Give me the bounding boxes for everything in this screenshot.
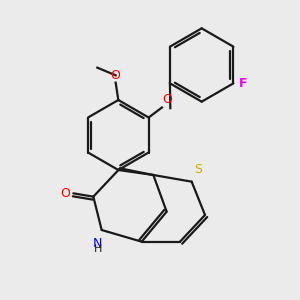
Text: N: N xyxy=(93,237,102,250)
Text: S: S xyxy=(194,163,202,176)
Text: H: H xyxy=(94,244,102,254)
Text: O: O xyxy=(60,187,70,200)
Text: O: O xyxy=(111,69,121,82)
Text: F: F xyxy=(238,77,247,90)
Text: O: O xyxy=(163,93,172,106)
